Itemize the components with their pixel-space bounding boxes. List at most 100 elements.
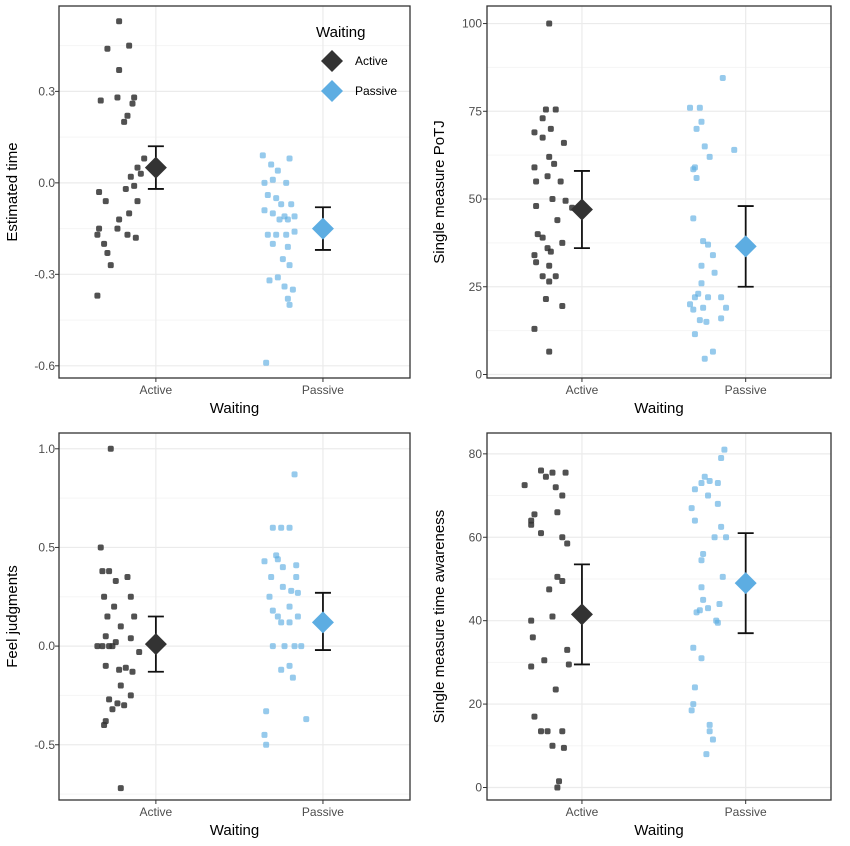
y-axis-title: Estimated time	[4, 142, 21, 241]
y-tick-label: 25	[469, 280, 483, 294]
data-point-passive	[696, 104, 703, 111]
data-point-active	[102, 198, 109, 205]
data-point-passive	[294, 613, 301, 620]
data-point-active	[562, 469, 569, 476]
data-point-passive	[703, 318, 710, 325]
data-point-passive	[274, 556, 281, 563]
data-point-passive	[279, 583, 286, 590]
data-point-passive	[298, 643, 305, 650]
data-point-active	[559, 578, 566, 585]
data-point-passive	[705, 492, 712, 499]
data-point-active	[104, 249, 111, 256]
data-point-passive	[691, 486, 698, 493]
data-point-active	[544, 173, 551, 180]
data-point-active	[554, 217, 561, 224]
data-point-active	[559, 239, 566, 246]
x-axis-title: Waiting	[634, 400, 683, 417]
data-point-active	[556, 778, 563, 785]
data-point-passive	[709, 348, 716, 355]
data-point-active	[104, 45, 111, 52]
data-point-passive	[291, 471, 298, 478]
data-point-passive	[261, 207, 268, 214]
data-point-active	[116, 216, 123, 223]
mean-marker-passive	[311, 611, 334, 634]
data-point-passive	[693, 125, 700, 132]
data-point-active	[549, 196, 556, 203]
data-point-active	[111, 603, 118, 610]
data-point-passive	[705, 605, 712, 612]
data-point-active	[114, 700, 121, 707]
data-point-passive	[688, 505, 695, 512]
data-point-passive	[701, 473, 708, 480]
data-point-active	[560, 744, 567, 751]
data-point-active	[127, 692, 134, 699]
data-point-active	[539, 234, 546, 241]
data-point-active	[116, 18, 123, 25]
data-point-passive	[269, 176, 276, 183]
data-point-active	[546, 278, 553, 285]
data-point-active	[531, 713, 538, 720]
data-point-passive	[698, 584, 705, 591]
data-point-active	[141, 155, 148, 162]
data-point-passive	[723, 534, 730, 541]
data-point-passive	[714, 480, 721, 487]
data-point-active	[106, 568, 113, 575]
data-point-passive	[714, 619, 721, 626]
data-point-active	[116, 666, 123, 673]
data-point-passive	[700, 304, 707, 311]
data-point-active	[137, 170, 144, 177]
data-point-passive	[303, 716, 310, 723]
data-point-passive	[691, 294, 698, 301]
data-point-active	[101, 722, 108, 729]
x-axis-title: Waiting	[210, 400, 259, 417]
data-point-passive	[283, 179, 290, 186]
y-tick-label: 0.0	[38, 639, 55, 653]
y-axis-title: Single measure time awareness	[431, 510, 448, 723]
data-point-passive	[698, 655, 705, 662]
data-point-active	[127, 635, 134, 642]
data-point-passive	[705, 294, 712, 301]
data-point-passive	[286, 262, 293, 269]
chart-panel-top-right: 0 25 50 75 100 Active Passive Waiting Single mea…	[431, 5, 832, 417]
data-point-active	[124, 574, 131, 581]
data-point-active	[117, 785, 124, 792]
data-point-passive	[705, 241, 712, 248]
data-point-passive	[706, 721, 713, 728]
y-tick-label: 1.0	[38, 442, 55, 456]
x-tick-label: Passive	[302, 383, 344, 397]
mean-marker-passive	[311, 217, 334, 240]
data-point-active	[124, 231, 131, 238]
data-point-passive	[278, 524, 285, 531]
data-point-passive	[273, 195, 280, 202]
mean-marker-passive	[734, 235, 757, 258]
data-point-active	[531, 129, 538, 136]
data-point-passive	[286, 662, 293, 669]
data-point-active	[539, 134, 546, 141]
mean-marker-active	[570, 603, 593, 626]
data-point-active	[96, 225, 103, 232]
data-point-active	[559, 728, 566, 735]
data-point-active	[112, 577, 119, 584]
x-tick-label: Active	[140, 805, 173, 819]
data-point-active	[547, 248, 554, 255]
data-point-passive	[286, 155, 293, 162]
data-point-passive	[714, 500, 721, 507]
data-point-active	[539, 273, 546, 280]
data-point-active	[549, 613, 556, 620]
data-point-passive	[698, 280, 705, 287]
data-point-passive	[691, 684, 698, 691]
data-point-active	[104, 613, 111, 620]
data-point-passive	[288, 201, 295, 208]
data-point-active	[533, 203, 540, 210]
data-point-passive	[276, 216, 283, 223]
data-point-active	[102, 633, 109, 640]
x-tick-label: Passive	[302, 805, 344, 819]
legend-label-passive: Passive	[355, 84, 397, 98]
data-point-passive	[289, 674, 296, 681]
data-point-active	[107, 445, 114, 452]
data-point-active	[549, 469, 556, 476]
data-point-active	[552, 106, 559, 113]
data-point-active	[126, 210, 133, 217]
data-point-active	[546, 586, 553, 593]
